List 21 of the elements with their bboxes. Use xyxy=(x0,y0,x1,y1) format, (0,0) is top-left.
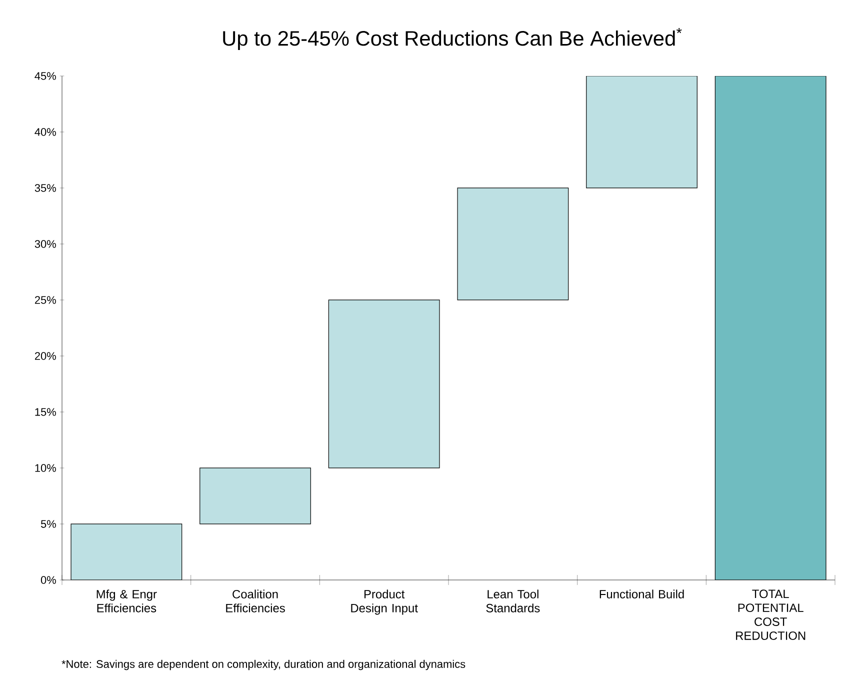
y-tick-label: 5% xyxy=(40,520,56,528)
y-tick-label: 15% xyxy=(35,408,56,416)
y-tick-label: 45% xyxy=(34,72,56,80)
x-tick-label: TOTAL POTENTIAL COST REDUCTION xyxy=(736,590,806,640)
y-tick-label: 40% xyxy=(34,128,56,136)
x-tick-label: Lean Tool Standards xyxy=(486,590,540,612)
x-tick-label: Mfg & Engr Efficiencies xyxy=(96,590,157,612)
x-tick-label: Functional Build xyxy=(600,590,684,598)
x-tick-label: Product Design Input xyxy=(351,590,418,615)
y-tick-label: 10% xyxy=(35,464,56,472)
y-tick-label: 35% xyxy=(34,184,56,192)
bar xyxy=(200,468,311,524)
y-tick-label: 25% xyxy=(34,296,56,304)
text: *Note: Savings are dependent on complexity, duration and organizational dynamics xyxy=(62,660,466,670)
chart-title: Up to 25-45% Cost Reductions Can Be Achieved$^{*}$ xyxy=(223,28,682,50)
x-tick-label: Coalition Efficiencies xyxy=(226,590,285,612)
bar xyxy=(328,300,440,468)
y-tick-label: 0% xyxy=(40,576,56,584)
bar xyxy=(457,188,569,300)
y-tick-label: 30% xyxy=(34,240,56,248)
y-tick-label: 20% xyxy=(34,352,56,360)
